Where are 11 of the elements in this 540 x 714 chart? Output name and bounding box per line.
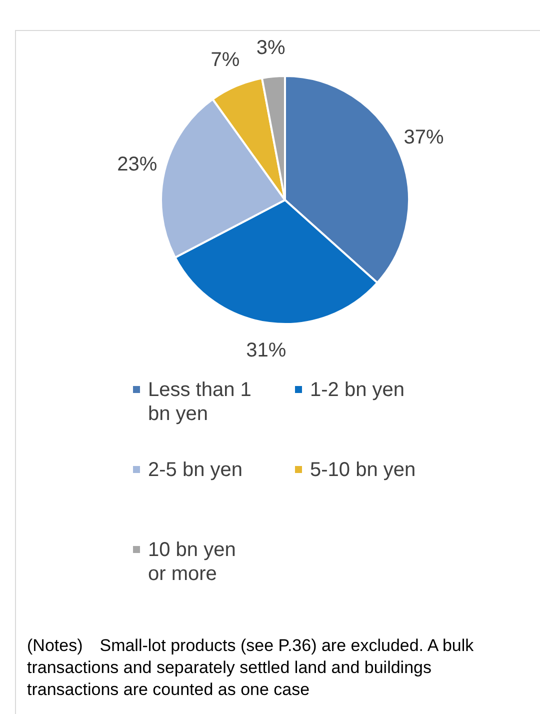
data-label: 3% [256, 37, 286, 60]
data-label: 31% [246, 339, 286, 362]
data-label: 37% [404, 126, 444, 149]
legend-label: 1-2 bn yen [310, 378, 406, 402]
legend-label: Less than 1 bn yen [148, 378, 252, 426]
text: (Notes) Small-lot products (see P.36) are excluded. A bulk transactions and separately settled land and buildings transactions are counted as one case [27, 635, 475, 701]
legend-label: 2-5 bn yen [148, 458, 244, 482]
data-label: 7% [210, 48, 240, 71]
legend-label: 10 bn yen or more [148, 538, 237, 586]
legend-label: 5-10 bn yen [310, 458, 417, 482]
data-label: 23% [117, 153, 158, 176]
